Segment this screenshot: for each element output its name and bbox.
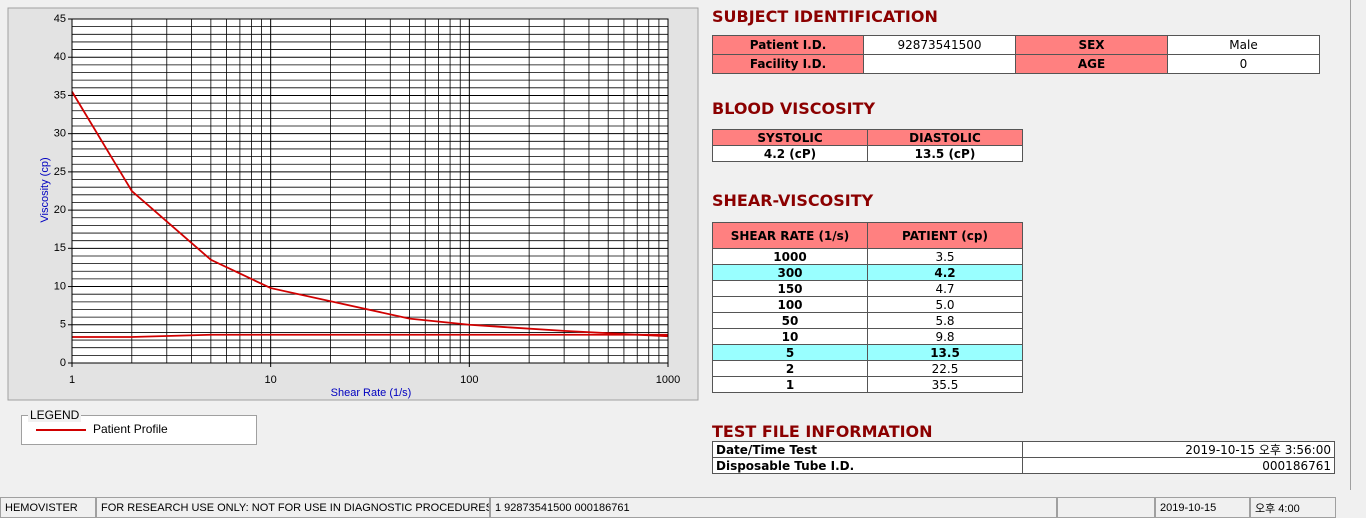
y-tick-label: 35 — [54, 89, 66, 101]
table-cell: Date/Time Test — [712, 441, 1023, 458]
table-cell: 4.7 — [867, 280, 1023, 297]
status-cell: 2019-10-15 — [1155, 497, 1250, 518]
y-tick-label: 10 — [54, 280, 66, 292]
status-cell: 1 92873541500 000186761 — [490, 497, 1057, 518]
plot-area — [71, 18, 669, 364]
y-tick-label: 30 — [54, 128, 66, 140]
section-title: SUBJECT IDENTIFICATION — [712, 7, 938, 26]
table-cell: 50 — [712, 312, 868, 329]
table-cell: 35.5 — [867, 376, 1023, 393]
table-cell: 2019-10-15 오후 3:56:00 — [1022, 441, 1335, 458]
x-tick-label: 1000 — [656, 374, 680, 386]
table-cell: 300 — [712, 264, 868, 281]
status-cell: HEMOVISTER — [0, 497, 96, 518]
status-cell: 오후 4:00 — [1250, 497, 1336, 518]
table-cell: 4.2 (cP) — [712, 145, 868, 162]
section-title: SHEAR-VISCOSITY — [712, 191, 874, 210]
table-cell: Disposable Tube I.D. — [712, 457, 1023, 474]
table-header: SYSTOLIC — [712, 129, 868, 146]
table-cell: 4.2 — [867, 264, 1023, 281]
x-axis-label: Shear Rate (1/s) — [331, 387, 412, 399]
table-cell: 1000 — [712, 248, 868, 265]
x-tick-label: 1 — [69, 374, 75, 386]
status-cell: FOR RESEARCH USE ONLY: NOT FOR USE IN DI… — [96, 497, 490, 518]
table-cell: 3.5 — [867, 248, 1023, 265]
legend-entry: Patient Profile — [93, 422, 168, 436]
section-title: TEST FILE INFORMATION — [712, 422, 933, 441]
field-label: AGE — [1015, 54, 1168, 74]
table-cell: 100 — [712, 296, 868, 313]
divider — [1350, 0, 1351, 490]
status-bar — [0, 496, 1366, 518]
table-cell: 5.8 — [867, 312, 1023, 329]
table-cell: 10 — [712, 328, 868, 345]
y-tick-label: 5 — [60, 319, 66, 331]
field-label: Patient I.D. — [712, 35, 864, 55]
table-cell: 5 — [712, 344, 868, 361]
y-tick-label: 0 — [60, 357, 66, 369]
y-tick-label: 40 — [54, 51, 66, 63]
legend-swatch — [36, 429, 86, 431]
table-cell: 1 — [712, 376, 868, 393]
y-tick-label: 15 — [54, 242, 66, 254]
field-value: 92873541500 — [863, 35, 1016, 55]
legend-title: LEGEND — [28, 408, 82, 422]
data-line — [72, 333, 668, 338]
data-line — [71, 91, 669, 338]
y-tick-label: 20 — [54, 204, 66, 216]
field-value — [863, 54, 1016, 74]
field-value: 0 — [1167, 54, 1320, 74]
table-cell: 13.5 (cP) — [867, 145, 1023, 162]
table-cell: 5.0 — [867, 296, 1023, 313]
field-label: SEX — [1015, 35, 1168, 55]
plot-area — [71, 18, 669, 364]
table-cell: 000186761 — [1022, 457, 1335, 474]
table-header: PATIENT (cp) — [867, 222, 1023, 249]
x-tick-label: 100 — [460, 374, 478, 386]
table-header: DIASTOLIC — [867, 129, 1023, 146]
table-cell: 2 — [712, 360, 868, 377]
x-tick-label: 10 — [265, 374, 277, 386]
field-value: Male — [1167, 35, 1320, 55]
chart: Shear Rate (1/s) Viscosity (cp) 0 5 10 15 20… — [7, 7, 699, 401]
y-tick-label: 45 — [54, 13, 66, 25]
table-cell: 9.8 — [867, 328, 1023, 345]
table-header: SHEAR RATE (1/s) — [712, 222, 868, 249]
field-label: Facility I.D. — [712, 54, 864, 74]
y-tick-label: 25 — [54, 166, 66, 178]
section-title: BLOOD VISCOSITY — [712, 99, 876, 118]
table-cell: 22.5 — [867, 360, 1023, 377]
table-cell: 13.5 — [867, 344, 1023, 361]
table-cell: 150 — [712, 280, 868, 297]
y-axis-label: Viscosity (cp) — [39, 157, 51, 222]
status-cell — [1057, 497, 1155, 518]
